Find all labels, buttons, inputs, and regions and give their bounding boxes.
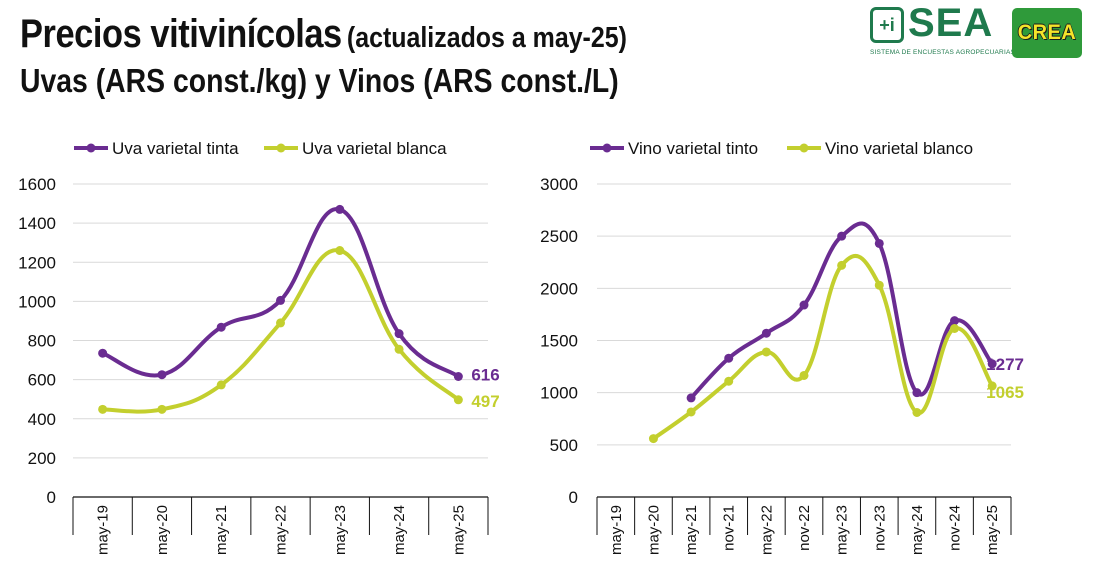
- data-point: [276, 318, 285, 328]
- data-point: [950, 324, 960, 334]
- data-point: [950, 316, 960, 326]
- legend-label: Vino varietal blanco: [825, 139, 973, 158]
- series-line: [651, 253, 995, 441]
- x-tick-label: may-24: [909, 505, 926, 555]
- y-tick-label: 1000: [540, 384, 578, 403]
- data-point: [686, 393, 696, 403]
- data-point: [648, 434, 658, 444]
- data-point: [98, 348, 108, 358]
- x-tick-label: may-21: [683, 505, 700, 555]
- data-point: [335, 204, 345, 214]
- data-point: [394, 344, 404, 354]
- crea-logo-text: CREA: [1017, 21, 1077, 44]
- y-tick-label: 200: [28, 449, 56, 468]
- x-tick-label: nov-22: [796, 505, 813, 551]
- data-point: [276, 295, 285, 305]
- series-line: [100, 207, 461, 379]
- data-point: [394, 329, 404, 339]
- x-tick-label: nov-21: [721, 505, 738, 551]
- x-tick-label: nov-23: [871, 505, 888, 551]
- y-tick-label: 1600: [18, 175, 56, 194]
- legend-swatch-marker: [602, 143, 612, 153]
- x-tick-label: may-23: [332, 505, 349, 555]
- x-tick-label: may-19: [608, 505, 625, 555]
- y-tick-label: 0: [47, 488, 56, 507]
- x-tick-label: may-23: [834, 505, 851, 555]
- y-tick-label: 1400: [18, 214, 56, 233]
- x-tick-label: may-24: [391, 505, 408, 555]
- data-point: [98, 404, 108, 414]
- x-tick-label: may-20: [645, 505, 662, 555]
- legend-swatch-marker: [799, 143, 809, 153]
- x-tick-label: may-20: [154, 505, 171, 555]
- data-point: [874, 280, 884, 290]
- data-label: 616: [471, 365, 499, 384]
- y-tick-label: 400: [28, 410, 56, 429]
- title-note: (actualizados a may-25): [346, 22, 627, 54]
- series-line: [689, 221, 995, 400]
- y-tick-label: 800: [28, 332, 56, 351]
- y-tick-label: 2000: [540, 279, 578, 298]
- data-point: [157, 370, 167, 380]
- data-point: [724, 353, 734, 363]
- x-tick-label: may-19: [95, 505, 112, 555]
- page-subtitle: Uvas (ARS const./kg) y Vinos (ARS const.…: [20, 62, 619, 99]
- data-point: [686, 407, 696, 417]
- legend-label: Uva varietal blanca: [302, 139, 447, 158]
- chart-wines: 0 500 1000 1500 2000 2500 3000 may-19 may-20 may-…: [540, 139, 1024, 555]
- chart-grapes: 0 200 400 600 800 1000 1200 1400 1600 may-19 may-2…: [18, 139, 500, 555]
- data-point: [837, 260, 847, 270]
- legend-swatch-marker: [276, 143, 286, 153]
- x-tick-label: nov-24: [947, 505, 964, 551]
- data-label: 1277: [986, 355, 1024, 374]
- y-tick-label: 600: [28, 371, 56, 390]
- data-point: [912, 407, 922, 417]
- data-label: 497: [471, 392, 499, 411]
- data-point: [761, 328, 771, 338]
- y-tick-label: 2500: [540, 227, 578, 246]
- y-tick-label: 1200: [18, 253, 56, 272]
- data-point: [157, 404, 167, 414]
- data-point: [837, 231, 847, 241]
- x-tick-label: may-25: [984, 505, 1001, 555]
- page-title: Precios vitivinícolas (actualizados a may…: [20, 12, 627, 57]
- info-plus-icon: +i: [870, 7, 904, 43]
- title-main: Precios vitivinícolas: [20, 12, 342, 56]
- data-point: [335, 246, 345, 256]
- data-point: [987, 359, 997, 369]
- data-point: [761, 347, 771, 357]
- data-point: [453, 395, 463, 405]
- data-point: [453, 371, 463, 381]
- y-tick-label: 1500: [540, 332, 578, 351]
- data-point: [799, 300, 809, 310]
- x-tick-label: may-22: [273, 505, 290, 555]
- series-line: [100, 248, 461, 414]
- legend-label: Uva varietal tinta: [112, 139, 239, 158]
- data-point: [987, 381, 997, 391]
- x-tick-label: may-21: [213, 505, 230, 555]
- y-tick-label: 3000: [540, 175, 578, 194]
- x-tick-label: may-22: [758, 505, 775, 555]
- data-point: [216, 322, 226, 332]
- data-point: [799, 370, 809, 380]
- crea-logo: CREA: [1012, 8, 1082, 58]
- data-point: [912, 388, 922, 398]
- y-tick-label: 0: [569, 488, 578, 507]
- sea-logo-tagline: SISTEMA DE ENCUESTAS AGROPECUARIAS: [870, 49, 1016, 56]
- y-tick-label: 500: [550, 436, 578, 455]
- data-point: [874, 238, 884, 248]
- y-tick-label: 1000: [18, 292, 56, 311]
- sea-logo-text: SEA: [908, 1, 994, 45]
- data-label: 1065: [986, 383, 1024, 402]
- data-point: [724, 376, 734, 386]
- legend-swatch-marker: [86, 143, 96, 153]
- legend-label: Vino varietal tinto: [628, 139, 758, 158]
- sea-logo: +i SEA SISTEMA DE ENCUESTAS AGROPECUARIA…: [868, 1, 1015, 63]
- x-tick-label: may-25: [450, 505, 467, 555]
- data-point: [216, 380, 226, 390]
